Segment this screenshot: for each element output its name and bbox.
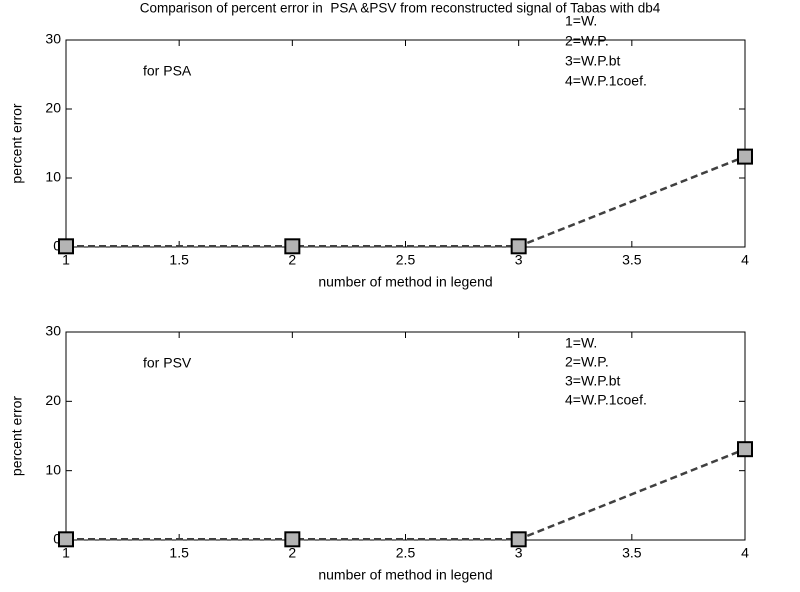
x-tick-label: 2.5 xyxy=(396,252,416,268)
marker xyxy=(284,238,301,255)
x-tick-label: 1 xyxy=(62,545,70,561)
axes-box xyxy=(65,39,746,248)
x-tick-label: 4 xyxy=(741,545,749,561)
y-tick-label: 0 xyxy=(53,531,61,547)
annotation: 3=W.P.bt xyxy=(565,53,621,69)
x-tick-label: 3.5 xyxy=(622,252,642,268)
marker xyxy=(58,531,74,548)
y-axis-label: percent error xyxy=(9,103,25,183)
x-tick-label: 4 xyxy=(741,252,749,268)
marker xyxy=(58,238,74,255)
annotation: 1=W. xyxy=(565,335,597,351)
annotation: 4=W.P.1coef. xyxy=(565,392,647,408)
marker xyxy=(284,531,301,548)
x-tick-label: 2 xyxy=(288,252,296,268)
annotation: for PSA xyxy=(143,63,192,79)
x-tick-label: 2 xyxy=(288,545,296,561)
axes-box xyxy=(65,331,746,541)
x-axis-label: number of method in legend xyxy=(318,274,492,290)
y-tick-label: 10 xyxy=(45,461,61,477)
x-tick-label: 1.5 xyxy=(169,252,189,268)
data-line xyxy=(66,448,746,541)
marker xyxy=(510,531,527,548)
y-tick-label: 0 xyxy=(53,238,61,254)
chart-title: Comparison of percent error in PSA &PSV … xyxy=(140,1,661,16)
annotation: 2=W.P. xyxy=(565,33,609,49)
y-tick-label: 20 xyxy=(45,100,61,116)
annotation: 3=W.P.bt xyxy=(565,373,621,389)
marker xyxy=(737,441,753,458)
marker xyxy=(510,238,527,255)
data-line xyxy=(66,155,746,248)
annotation: 1=W. xyxy=(565,13,597,29)
x-tick-label: 1 xyxy=(62,252,70,268)
x-tick-label: 1.5 xyxy=(169,545,189,561)
x-tick-label: 2.5 xyxy=(396,545,416,561)
marker xyxy=(737,148,753,165)
y-tick-label: 20 xyxy=(45,392,61,408)
x-tick-label: 3 xyxy=(515,545,523,561)
annotation: for PSV xyxy=(143,355,192,371)
y-tick-label: 10 xyxy=(45,169,61,185)
x-tick-label: 3 xyxy=(515,252,523,268)
annotation: 4=W.P.1coef. xyxy=(565,73,647,89)
y-axis-label: percent error xyxy=(9,396,25,476)
annotation: 2=W.P. xyxy=(565,354,609,370)
x-tick-label: 3.5 xyxy=(622,545,642,561)
y-tick-label: 30 xyxy=(45,31,61,47)
x-axis-label: number of method in legend xyxy=(318,567,492,583)
y-tick-label: 30 xyxy=(45,323,61,339)
